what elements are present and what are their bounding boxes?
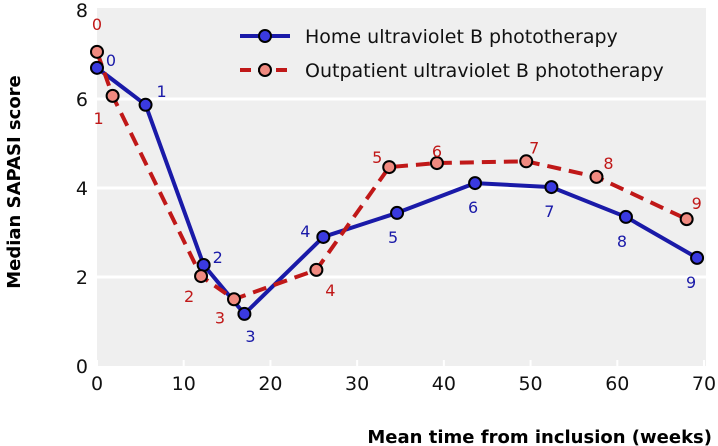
point-label: 5 (388, 228, 398, 247)
data-point (196, 257, 211, 272)
point-label: 3 (245, 327, 255, 346)
point-label: 7 (529, 138, 539, 157)
y-tick-label: 6 (76, 89, 88, 111)
data-point (105, 88, 120, 103)
point-label: 1 (94, 109, 104, 128)
point-label: 9 (692, 194, 702, 213)
point-label: 3 (215, 308, 225, 327)
data-point (90, 44, 104, 59)
y-axis-title: Median SAPASI score (4, 75, 25, 289)
point-label: 9 (686, 273, 696, 292)
data-point (618, 209, 633, 224)
point-label: 2 (184, 287, 194, 306)
point-label: 8 (617, 232, 627, 251)
point-label: 4 (300, 222, 310, 241)
data-point (194, 269, 209, 284)
x-tick-label: 60 (605, 373, 629, 395)
point-label: 6 (468, 198, 478, 217)
legend-label-outpatient: Outpatient ultraviolet B phototherapy (305, 60, 664, 82)
point-label: 1 (156, 82, 166, 101)
x-tick-label: 70 (692, 373, 716, 395)
point-label: 5 (372, 148, 382, 167)
data-point (690, 250, 705, 265)
legend-marker-outpatient (258, 63, 272, 77)
data-point (679, 212, 694, 227)
data-point (429, 156, 444, 171)
series-line-home (95, 66, 699, 316)
y-tick-label: 8 (76, 0, 88, 22)
legend-marker-home (258, 29, 272, 43)
point-label: 8 (603, 154, 613, 173)
legend: Home ultraviolet B phototherapy Outpatie… (240, 26, 664, 82)
x-tick-label: 0 (91, 373, 103, 395)
data-point (309, 262, 324, 277)
x-tick-label: 50 (518, 373, 542, 395)
data-point (544, 180, 559, 195)
x-tick-label: 20 (258, 373, 282, 395)
y-tick-label: 2 (76, 267, 88, 289)
point-label: 0 (106, 51, 116, 70)
data-point (138, 97, 153, 112)
x-axis-title: Mean time from inclusion (weeks) (367, 427, 712, 446)
x-tick-label: 30 (345, 373, 369, 395)
point-label: 2 (213, 248, 223, 267)
data-point (382, 160, 397, 175)
y-tick-label: 4 (76, 178, 88, 200)
data-point (468, 176, 483, 191)
data-point (519, 154, 534, 169)
y-tick-label: 0 (76, 356, 88, 378)
data-point (90, 60, 104, 75)
data-point (227, 292, 242, 307)
data-point (237, 306, 252, 321)
x-tick-label: 40 (432, 373, 456, 395)
data-point (390, 205, 405, 220)
point-label: 4 (325, 281, 335, 300)
legend-label-home: Home ultraviolet B phototherapy (305, 26, 618, 48)
data-point (316, 229, 331, 244)
point-label: 0 (92, 15, 102, 34)
point-label: 7 (544, 202, 554, 221)
point-label: 6 (432, 142, 442, 161)
data-point (589, 169, 604, 184)
x-tick-label: 10 (172, 373, 196, 395)
